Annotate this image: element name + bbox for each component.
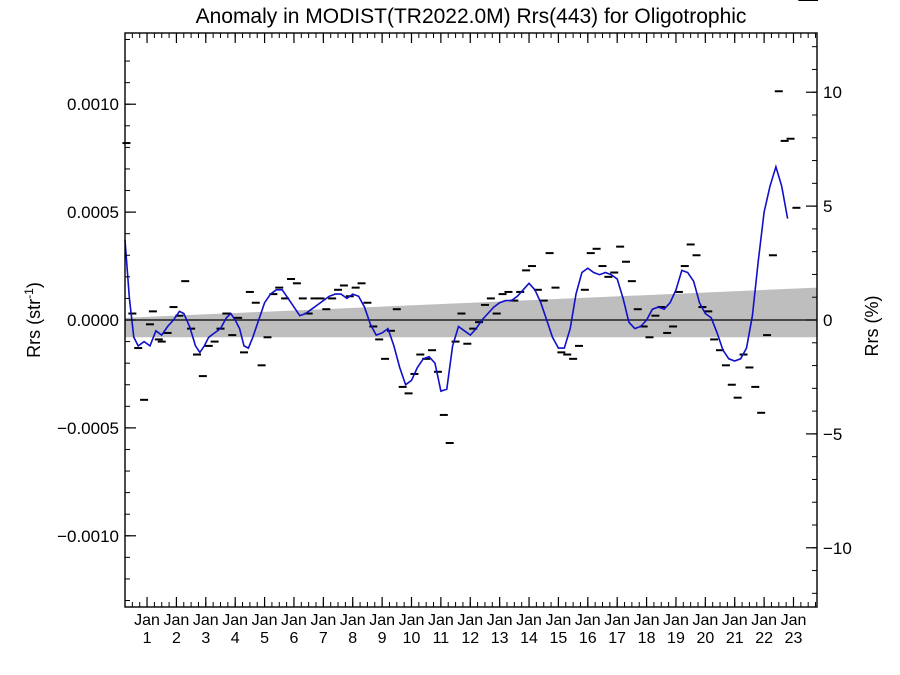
- x-tick-year-label: 18: [638, 630, 656, 647]
- x-tick-month-label: Jan: [663, 612, 689, 629]
- x-tick-month-label: Jan: [340, 612, 366, 629]
- trend-band: [125, 287, 817, 338]
- x-tick-month-label: Jan: [781, 612, 807, 629]
- x-tick-year-label: 12: [461, 630, 479, 647]
- x-tick-month-label: Jan: [164, 612, 190, 629]
- x-tick-month-label: Jan: [134, 612, 160, 629]
- right-y-tick-label: 10: [823, 83, 842, 102]
- x-tick-year-label: 13: [491, 630, 509, 647]
- x-tick-year-label: 21: [726, 630, 744, 647]
- left-y-tick-label: 0.0000: [67, 311, 119, 330]
- left-y-axis-label-sup: -1: [22, 288, 36, 299]
- x-tick-month-label: Jan: [751, 612, 777, 629]
- x-tick-year-label: 4: [231, 630, 240, 647]
- right-y-tick-label: 5: [823, 197, 832, 216]
- x-tick-month-label: Jan: [634, 612, 660, 629]
- right-y-tick-label: −10: [823, 539, 852, 558]
- x-tick-year-label: 22: [755, 630, 773, 647]
- chart-title: Anomaly in MODIST(TR2022.0M) Rrs(443) fo…: [196, 5, 747, 28]
- left-y-axis-label-base: Rrs (str: [24, 299, 44, 358]
- x-tick-year-label: 3: [201, 630, 210, 647]
- x-tick-year-label: 6: [290, 630, 299, 647]
- x-tick-year-label: 19: [667, 630, 685, 647]
- x-tick-year-label: 9: [378, 630, 387, 647]
- left-y-axis: 0.0010 0.0005 0.0000 −0.0005 −0.0010: [57, 38, 136, 602]
- data-points: [122, 0, 819, 444]
- x-tick-year-label: 16: [579, 630, 597, 647]
- right-y-tick-label: 0: [823, 311, 832, 330]
- x-tick-month-label: Jan: [369, 612, 395, 629]
- x-tick-year-label: 17: [608, 630, 626, 647]
- left-y-tick-label: 0.0010: [67, 95, 119, 114]
- right-y-axis: 10 5 0 −5 −10: [806, 46, 852, 594]
- right-y-axis-label: Rrs (%): [862, 296, 882, 357]
- x-tick-year-label: 23: [785, 630, 803, 647]
- x-tick-year-label: 11: [433, 630, 450, 647]
- left-y-axis-label-close: ): [24, 282, 44, 288]
- x-tick-year-label: 2: [172, 630, 181, 647]
- x-tick-year-label: 7: [319, 630, 328, 647]
- x-tick-year-label: 15: [550, 630, 568, 647]
- x-tick-month-label: Jan: [692, 612, 718, 629]
- x-tick-month-label: Jan: [487, 612, 513, 629]
- x-tick-month-label: Jan: [193, 612, 219, 629]
- x-tick-year-label: 1: [143, 630, 152, 647]
- x-tick-month-label: Jan: [399, 612, 425, 629]
- left-y-tick-label: −0.0010: [57, 527, 119, 546]
- x-axis: Jan1Jan2Jan3Jan4Jan5Jan6Jan7Jan8Jan9Jan1…: [124, 33, 817, 647]
- left-y-tick-label: −0.0005: [57, 419, 119, 438]
- x-tick-month-label: Jan: [575, 612, 601, 629]
- x-tick-month-label: Jan: [722, 612, 748, 629]
- smoothed-series-line: [124, 164, 789, 393]
- left-y-tick-label: 0.0005: [67, 203, 119, 222]
- x-tick-month-label: Jan: [222, 612, 248, 629]
- x-tick-year-label: 10: [403, 630, 421, 647]
- x-tick-year-label: 20: [696, 630, 714, 647]
- x-tick-month-label: Jan: [457, 612, 483, 629]
- x-tick-month-label: Jan: [546, 612, 572, 629]
- x-tick-year-label: 5: [260, 630, 269, 647]
- x-tick-month-label: Jan: [310, 612, 336, 629]
- x-tick-month-label: Jan: [428, 612, 454, 629]
- x-tick-year-label: 14: [520, 630, 538, 647]
- plot-area: [122, 0, 819, 444]
- x-tick-month-label: Jan: [604, 612, 630, 629]
- left-y-axis-label: Rrs (str-1): [22, 282, 44, 358]
- x-tick-month-label: Jan: [516, 612, 542, 629]
- x-tick-month-label: Jan: [252, 612, 278, 629]
- right-y-tick-label: −5: [823, 425, 842, 444]
- x-tick-year-label: 8: [348, 630, 357, 647]
- x-tick-month-label: Jan: [281, 612, 307, 629]
